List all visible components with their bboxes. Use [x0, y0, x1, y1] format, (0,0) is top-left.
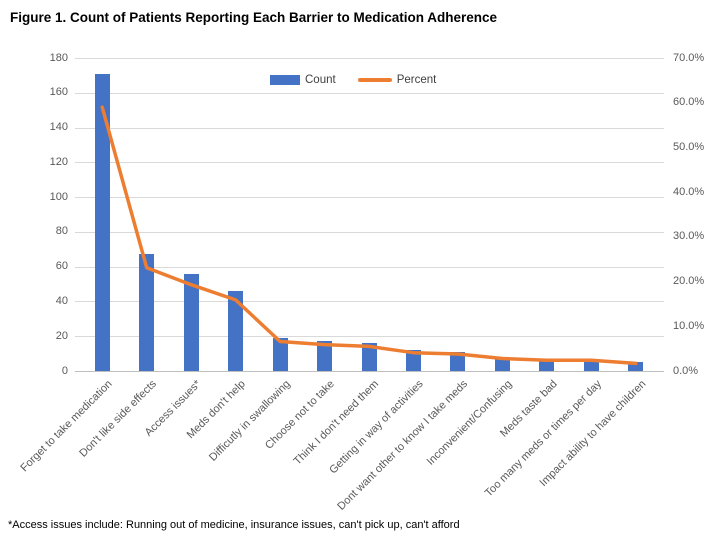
bar-3: [228, 291, 244, 371]
left-axis-tick-label: 0: [61, 364, 68, 377]
right-axis-tick-label: 60.0%: [673, 96, 705, 109]
right-axis-tick-label: 0.0%: [673, 364, 699, 377]
category-label-0: Forget to take medication: [18, 378, 115, 475]
right-axis-tick-label: 50.0%: [673, 140, 705, 153]
x-axis-line: [75, 371, 664, 372]
left-axis-tick-label: 40: [55, 294, 68, 307]
bar-12: [628, 362, 644, 371]
right-axis-tick-label: 70.0%: [673, 51, 705, 64]
left-axis-tick-label: 100: [49, 190, 68, 203]
right-axis-tick-label: 10.0%: [673, 319, 705, 332]
grid-line: [75, 266, 664, 268]
left-axis-tick-label: 160: [49, 86, 68, 99]
percent-line-path: [100, 105, 638, 366]
legend-label-percent: Percent: [396, 74, 437, 86]
percent-line-swatch-icon: [357, 78, 392, 82]
bar-1: [139, 254, 155, 371]
category-label-1: Don't like side effects: [77, 378, 160, 460]
bar-2: [183, 273, 199, 371]
grid-line: [75, 301, 664, 303]
right-axis-tick-label: 40.0%: [673, 185, 705, 198]
grid-line: [75, 231, 664, 233]
bar-7: [405, 350, 421, 371]
bar-5: [317, 341, 333, 371]
grid-line: [75, 197, 664, 199]
bar-8: [450, 351, 466, 371]
left-axis-tick-label: 20: [55, 329, 68, 342]
legend-item-percent: Percent: [357, 74, 437, 86]
right-axis-tick-label: 20.0%: [673, 275, 705, 288]
bar-4: [272, 337, 288, 371]
bar-10: [539, 358, 555, 371]
bar-9: [494, 357, 510, 371]
category-label-4: Difficutly in swallowing: [206, 378, 293, 464]
grid-line: [75, 336, 664, 338]
chart-legend: Count Percent: [270, 74, 436, 86]
bar-0: [94, 73, 110, 371]
count-bar-swatch-icon: [270, 75, 300, 85]
footnote: *Access issues include: Running out of m…: [8, 519, 460, 531]
figure-title: Figure 1. Count of Patients Reporting Ea…: [10, 10, 498, 25]
left-axis-tick-label: 80: [55, 225, 68, 238]
category-label-6: Think I don't need them: [291, 378, 382, 468]
grid-line: [75, 92, 664, 94]
grid-line: [75, 58, 664, 59]
bar-6: [361, 343, 377, 371]
left-axis-tick-label: 120: [49, 155, 68, 168]
bar-11: [583, 358, 599, 371]
left-axis-tick-label: 60: [55, 260, 68, 273]
grid-line: [75, 127, 664, 129]
grid-line: [75, 162, 664, 164]
legend-item-count: Count: [270, 74, 336, 86]
left-axis-tick-label: 140: [49, 121, 68, 134]
left-axis-tick-label: 180: [49, 51, 68, 64]
legend-label-count: Count: [305, 74, 336, 86]
category-label-9: Inconvenient/Confusing: [425, 378, 515, 468]
right-axis-tick-label: 30.0%: [673, 230, 705, 243]
